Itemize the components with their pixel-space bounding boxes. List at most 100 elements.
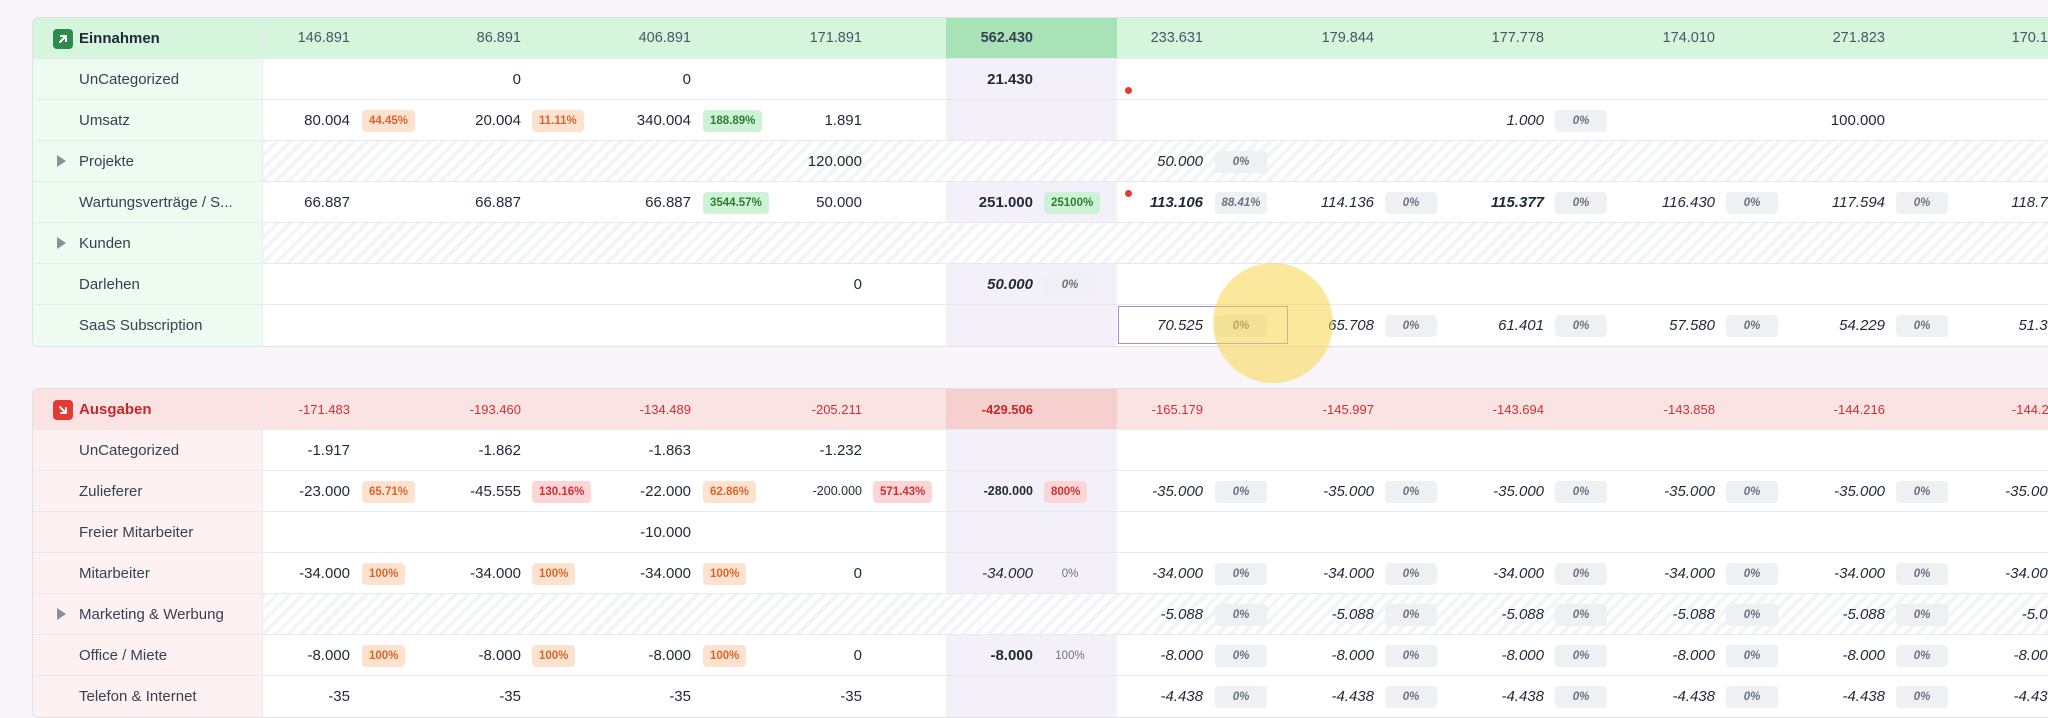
cell-value[interactable]: -35 <box>499 688 521 705</box>
expenses-row-label[interactable]: Zulieferer <box>33 471 263 511</box>
income-row-label[interactable]: UnCategorized <box>33 59 263 99</box>
expenses-row[interactable]: Mitarbeiter -34.000 -34.000 -34.000 0 -34.000… <box>33 553 2048 594</box>
cell-value[interactable]: -34.000 <box>1834 564 1885 582</box>
income-row-label[interactable]: Umsatz <box>33 100 263 140</box>
cell-value[interactable]: -280.000 <box>983 484 1033 498</box>
cell-value[interactable]: -34.000 <box>1664 564 1715 582</box>
cell-value[interactable]: 120.000 <box>807 152 862 170</box>
cell-value[interactable]: -34.000 <box>470 564 521 582</box>
cell-value[interactable]: -35.000 <box>1493 482 1544 500</box>
expenses-header-row[interactable]: Ausgaben -171.483 -193.460 -134.489 -205.211… <box>33 389 2048 430</box>
cell-value[interactable]: 50.000 <box>1157 152 1203 170</box>
cell-value[interactable]: 1.891 <box>824 111 862 129</box>
cell-value[interactable]: -34.000 <box>1493 564 1544 582</box>
expenses-row[interactable]: Marketing & Werbung -5.088 -5.088 -5.088 -5.… <box>33 594 2048 635</box>
cell-value[interactable]: 65.708 <box>1328 317 1374 334</box>
cell-value[interactable]: 0 <box>853 646 862 664</box>
cell-value[interactable]: -8.000 <box>307 646 350 664</box>
cell-value[interactable]: -4.438 <box>1331 688 1374 705</box>
cell-value[interactable]: -8.000 <box>2013 646 2048 664</box>
cell-value[interactable]: -5.08 <box>2021 605 2048 623</box>
cell-value[interactable]: -4.438 <box>2013 688 2048 705</box>
expenses-row-label[interactable]: Mitarbeiter <box>33 553 263 593</box>
cell-value[interactable]: -4.438 <box>1160 688 1203 705</box>
cell-value[interactable]: -10.000 <box>640 523 691 541</box>
cell-value[interactable]: -8.000 <box>1842 646 1885 664</box>
income-row[interactable]: Kunden <box>33 223 2048 264</box>
cell-value[interactable]: 66.887 <box>304 193 350 211</box>
cell-value[interactable]: 50.000 <box>987 275 1033 293</box>
cell-value[interactable]: -8.000 <box>1160 646 1203 664</box>
cell-value[interactable]: -8.000 <box>648 646 691 664</box>
cell-value[interactable]: 0 <box>853 275 862 293</box>
expand-caret-icon[interactable] <box>57 155 66 167</box>
cell-value[interactable]: 1.000 <box>1506 111 1544 129</box>
cell-value[interactable]: -34.000 <box>982 564 1033 582</box>
expenses-row-label[interactable]: Office / Miete <box>33 635 263 675</box>
cell-value[interactable]: -34.000 <box>2005 564 2048 582</box>
income-row[interactable]: Wartungsverträge / S... 66.887 66.887 66.88… <box>33 182 2048 223</box>
cell-value[interactable]: -5.088 <box>1842 605 1885 623</box>
cell-value[interactable]: -1.917 <box>307 441 350 459</box>
expenses-row[interactable]: Freier Mitarbeiter -10.000 <box>33 512 2048 553</box>
comment-indicator-icon[interactable] <box>1125 87 1132 94</box>
cell-value[interactable]: 0 <box>682 70 691 88</box>
cell-value[interactable]: 61.401 <box>1498 317 1544 334</box>
income-row-label[interactable]: Kunden <box>33 223 263 263</box>
cell-value[interactable]: -4.438 <box>1672 688 1715 705</box>
cell-value[interactable]: 0 <box>512 70 521 88</box>
expenses-row[interactable]: Zulieferer -23.000 -45.555 -22.000 -200.000 -… <box>33 471 2048 512</box>
cell-value[interactable]: -35.000 <box>1834 482 1885 500</box>
cell-value[interactable]: -4.438 <box>1842 688 1885 705</box>
cell-value[interactable]: -5.088 <box>1501 605 1544 623</box>
income-header-row[interactable]: Einnahmen 146.891 86.891 406.891 171.891 562.… <box>33 18 2048 59</box>
cell-value[interactable]: -22.000 <box>640 482 691 500</box>
cell-value[interactable]: 51.33 <box>2018 317 2048 334</box>
cell-value[interactable]: -1.232 <box>819 441 862 459</box>
cell-value[interactable]: 251.000 <box>978 193 1033 211</box>
cell-value[interactable]: 21.430 <box>987 70 1033 88</box>
cell-value[interactable]: -35.000 <box>1152 482 1203 500</box>
income-row-label[interactable]: Darlehen <box>33 264 263 304</box>
cell-value[interactable]: -35 <box>840 688 862 705</box>
income-row[interactable]: Darlehen 0 50.000 0% <box>33 264 2048 305</box>
expenses-row-label[interactable]: UnCategorized <box>33 430 263 470</box>
income-header-label[interactable]: Einnahmen <box>33 18 263 58</box>
cell-value[interactable]: -5.088 <box>1672 605 1715 623</box>
income-row-label[interactable]: Projekte <box>33 141 263 181</box>
cell-value[interactable]: -35.000 <box>2005 482 2048 500</box>
cell-value[interactable]: 20.004 <box>475 111 521 129</box>
cell-value[interactable]: -8.000 <box>1331 646 1374 664</box>
income-row-label[interactable]: SaaS Subscription <box>33 305 263 346</box>
cell-value[interactable]: -8.000 <box>990 646 1033 664</box>
cell-value[interactable]: -34.000 <box>640 564 691 582</box>
cell-value[interactable]: 0 <box>853 564 862 582</box>
cell-value[interactable]: -35.000 <box>1664 482 1715 500</box>
expenses-row[interactable]: Office / Miete -8.000 -8.000 -8.000 0 -8.000 -… <box>33 635 2048 676</box>
cell-value[interactable]: 54.229 <box>1839 317 1885 334</box>
cell-value[interactable]: -5.088 <box>1160 605 1203 623</box>
cell-value[interactable]: 117.594 <box>1831 193 1885 211</box>
cell-value[interactable]: 100.000 <box>1830 111 1885 129</box>
cell-value[interactable]: -35 <box>328 688 350 705</box>
cell-value[interactable]: -8.000 <box>1501 646 1544 664</box>
cell-value[interactable]: 50.000 <box>816 193 862 211</box>
expenses-row-label[interactable]: Marketing & Werbung <box>33 594 263 634</box>
income-row-label[interactable]: Wartungsverträge / S... <box>33 182 263 222</box>
cell-value[interactable]: -35 <box>669 688 691 705</box>
expand-caret-icon[interactable] <box>57 608 66 620</box>
cell-value[interactable]: -1.863 <box>648 441 691 459</box>
income-row[interactable]: UnCategorized 0 0 21.430 <box>33 59 2048 100</box>
expenses-row[interactable]: UnCategorized -1.917 -1.862 -1.863 -1.232 <box>33 430 2048 471</box>
cell-value[interactable]: 115.377 <box>1490 193 1544 211</box>
cell-value[interactable]: 80.004 <box>304 111 350 129</box>
cell-value[interactable]: -45.555 <box>470 482 521 500</box>
comment-indicator-icon[interactable] <box>1125 190 1132 197</box>
expenses-header-label[interactable]: Ausgaben <box>33 389 263 429</box>
cell-value[interactable]: -8.000 <box>1672 646 1715 664</box>
cell-value[interactable]: -34.000 <box>1152 564 1203 582</box>
cell-value[interactable]: -1.862 <box>478 441 521 459</box>
cell-value[interactable]: 66.887 <box>645 193 691 211</box>
cell-value[interactable]: -34.000 <box>1323 564 1374 582</box>
cell-value[interactable]: 57.580 <box>1669 317 1715 334</box>
